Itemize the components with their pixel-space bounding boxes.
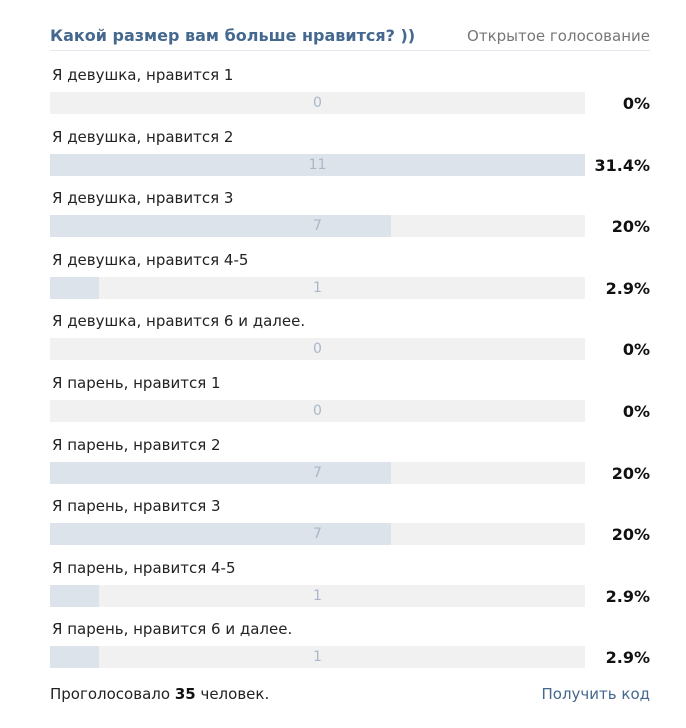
- poll-answer-percent: 0%: [622, 402, 650, 421]
- poll-answer: Я парень, нравится 3 7 20%: [50, 497, 650, 559]
- poll-answer-bar-fill: [50, 523, 391, 545]
- poll-answer-count: 1: [313, 588, 322, 604]
- poll-answer-count: 11: [308, 157, 327, 173]
- poll-answer-percent: 2.9%: [605, 587, 650, 606]
- poll-answer-bar-fill: [50, 462, 391, 484]
- poll-answer: Я парень, нравится 2 7 20%: [50, 436, 650, 498]
- poll-answer-label: Я девушка, нравится 1: [52, 66, 234, 84]
- poll-answer-bar: 0: [50, 338, 585, 360]
- poll-answer-count: 0: [313, 341, 322, 357]
- poll-answer-label: Я парень, нравится 4-5: [52, 559, 236, 577]
- poll-answer-percent: 31.4%: [594, 156, 650, 175]
- poll-answer-percent: 20%: [611, 464, 650, 483]
- poll-answer-bar-fill: [50, 646, 99, 668]
- poll-answer-bar: 0: [50, 92, 585, 114]
- poll-footer: Проголосовало 35 человек. Получить код: [50, 685, 650, 707]
- poll-header: Какой размер вам больше нравится? )) Отк…: [50, 26, 650, 51]
- poll-answer: Я девушка, нравится 4-5 1 2.9%: [50, 251, 650, 313]
- poll-answer-bar: 1: [50, 646, 585, 668]
- poll-answer: Я девушка, нравится 2 11 31.4%: [50, 128, 650, 190]
- poll-type-label: Открытое голосование: [467, 27, 650, 45]
- total-voters: Проголосовало 35 человек.: [50, 685, 269, 703]
- poll-answer-count: 1: [313, 649, 322, 665]
- poll-answer-bar-fill: [50, 154, 585, 176]
- poll-answer-label: Я девушка, нравится 4-5: [52, 251, 249, 269]
- poll-answer-count: 1: [313, 280, 322, 296]
- poll-answer-bar-fill: [50, 215, 391, 237]
- poll-answer: Я девушка, нравится 3 7 20%: [50, 189, 650, 251]
- poll-answer-percent: 20%: [611, 217, 650, 236]
- poll-answer-percent: 2.9%: [605, 648, 650, 667]
- poll-answer: Я парень, нравится 1 0 0%: [50, 374, 650, 436]
- poll-answer-count: 7: [313, 465, 322, 481]
- poll-answer: Я девушка, нравится 6 и далее. 0 0%: [50, 312, 650, 374]
- poll-answer-bar: 7: [50, 462, 585, 484]
- poll-answer-percent: 2.9%: [605, 279, 650, 298]
- poll-answer-label: Я девушка, нравится 3: [52, 189, 234, 207]
- poll-answer-count: 0: [313, 403, 322, 419]
- poll-answer-label: Я девушка, нравится 6 и далее.: [52, 312, 306, 330]
- poll-title: Какой размер вам больше нравится? )): [50, 26, 416, 45]
- poll-answer-label: Я парень, нравится 6 и далее.: [52, 620, 293, 638]
- poll-answer-count: 7: [313, 218, 322, 234]
- poll-answer-bar: 7: [50, 215, 585, 237]
- poll-answer-label: Я парень, нравится 3: [52, 497, 221, 515]
- poll-answer-bar: 0: [50, 400, 585, 422]
- poll-answer: Я девушка, нравится 1 0 0%: [50, 66, 650, 128]
- poll-answer-count: 7: [313, 526, 322, 542]
- poll-answer-bar: 1: [50, 277, 585, 299]
- poll-answer-bar: 7: [50, 523, 585, 545]
- poll-answer-label: Я парень, нравится 1: [52, 374, 221, 392]
- poll-answer-label: Я парень, нравится 2: [52, 436, 221, 454]
- total-voters-count: 35: [174, 685, 196, 703]
- poll-answer-percent: 20%: [611, 525, 650, 544]
- poll-answer: Я парень, нравится 4-5 1 2.9%: [50, 559, 650, 621]
- poll-answer-label: Я девушка, нравится 2: [52, 128, 234, 146]
- poll-answer: Я парень, нравится 6 и далее. 1 2.9%: [50, 620, 650, 682]
- poll-answer-bar: 11: [50, 154, 585, 176]
- total-voters-suffix: человек.: [200, 685, 270, 703]
- poll-answer-bar-fill: [50, 585, 99, 607]
- total-voters-prefix: Проголосовало: [50, 685, 171, 703]
- poll-answer-percent: 0%: [622, 94, 650, 113]
- poll-answer-count: 0: [313, 95, 322, 111]
- poll-answer-bar: 1: [50, 585, 585, 607]
- poll-answer-percent: 0%: [622, 340, 650, 359]
- poll-answer-bar-fill: [50, 277, 99, 299]
- get-code-link[interactable]: Получить код: [541, 685, 651, 703]
